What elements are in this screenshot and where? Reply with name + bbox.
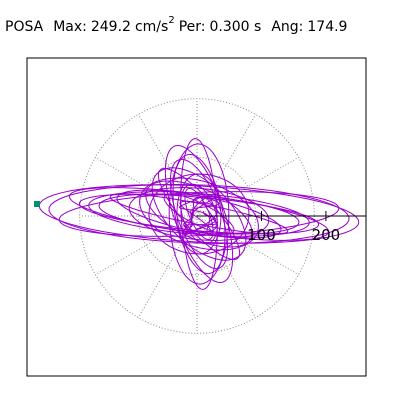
orbit-loop bbox=[68, 187, 330, 241]
max-point-marker bbox=[34, 201, 40, 207]
max-unit-exponent: 2 bbox=[168, 15, 175, 26]
max-unit: cm/s bbox=[134, 18, 169, 35]
orbit-loop bbox=[163, 193, 235, 235]
radial-tick-label-100: 100 bbox=[247, 226, 276, 244]
orbit-loop bbox=[128, 186, 270, 242]
max-value: 249.2 bbox=[90, 18, 131, 35]
orbit-loop bbox=[145, 180, 253, 248]
orbit-loop bbox=[169, 158, 229, 270]
ang-value: 174.9 bbox=[307, 18, 348, 35]
orbit-loop bbox=[148, 173, 250, 255]
orbit-loop bbox=[176, 173, 222, 255]
per-value: 0.300 s bbox=[209, 18, 262, 35]
chart-header: POSA Max: 249.2 cm/s2 Per: 0.300 s Ang: 174.9 bbox=[5, 15, 348, 35]
radial-axis: 100 200 bbox=[197, 211, 366, 244]
orbit-loop bbox=[168, 143, 230, 285]
ang-label: Ang: bbox=[271, 18, 304, 35]
plot-frame bbox=[26, 57, 367, 377]
orbit-loop bbox=[139, 177, 259, 251]
orbit-loop bbox=[157, 167, 241, 261]
orbit-loop bbox=[164, 144, 234, 284]
orbit-center-scribble bbox=[178, 193, 220, 236]
max-label: Max: bbox=[53, 18, 87, 35]
per-label: Per: bbox=[178, 18, 206, 35]
station-code: POSA bbox=[5, 18, 44, 35]
radial-tick-label-200: 200 bbox=[312, 226, 341, 244]
orbit-loop bbox=[180, 138, 218, 290]
orbit-trace bbox=[38, 138, 360, 290]
orbit-loop bbox=[48, 183, 350, 245]
